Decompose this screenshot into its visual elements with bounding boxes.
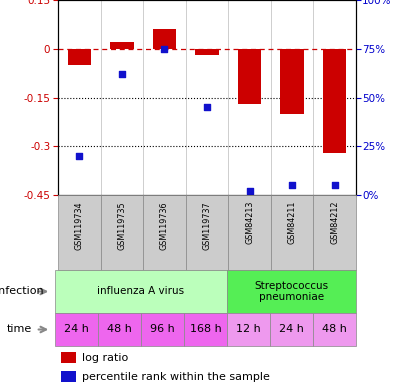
Bar — [228, 195, 271, 270]
Text: GSM119737: GSM119737 — [203, 201, 211, 250]
Bar — [61, 371, 76, 382]
Bar — [55, 313, 98, 346]
Bar — [58, 195, 101, 270]
Text: 48 h: 48 h — [322, 324, 347, 334]
Point — [289, 182, 295, 188]
Bar — [153, 29, 176, 49]
Text: 12 h: 12 h — [236, 324, 261, 334]
Text: 24 h: 24 h — [279, 324, 304, 334]
Bar — [281, 49, 304, 114]
Bar — [110, 42, 134, 49]
Bar — [238, 49, 261, 104]
Text: GSM84213: GSM84213 — [245, 201, 254, 244]
Bar — [271, 195, 314, 270]
Text: time: time — [7, 324, 32, 334]
Bar — [323, 49, 346, 153]
Text: influenza A virus: influenza A virus — [98, 286, 185, 296]
Bar — [314, 195, 356, 270]
Text: 168 h: 168 h — [189, 324, 221, 334]
Text: log ratio: log ratio — [82, 353, 128, 363]
Point — [246, 188, 253, 194]
Bar — [141, 313, 184, 346]
Text: GSM119734: GSM119734 — [75, 201, 84, 250]
Bar — [186, 195, 228, 270]
Text: 24 h: 24 h — [64, 324, 89, 334]
Point — [332, 182, 338, 188]
Bar — [195, 49, 219, 55]
Text: GSM84211: GSM84211 — [288, 201, 297, 244]
Point — [119, 71, 125, 77]
Text: GSM119735: GSM119735 — [117, 201, 126, 250]
Bar — [98, 313, 141, 346]
Bar — [313, 313, 356, 346]
Point — [204, 104, 210, 110]
Text: 48 h: 48 h — [107, 324, 132, 334]
Text: Streptococcus
pneumoniae: Streptococcus pneumoniae — [254, 281, 329, 302]
Bar — [55, 270, 227, 313]
Text: GSM84212: GSM84212 — [330, 201, 339, 245]
Text: infection: infection — [0, 286, 43, 296]
Bar — [184, 313, 227, 346]
Bar — [101, 195, 143, 270]
Bar — [270, 313, 313, 346]
Text: GSM119736: GSM119736 — [160, 201, 169, 250]
Bar — [227, 270, 356, 313]
Text: 96 h: 96 h — [150, 324, 175, 334]
Point — [76, 153, 82, 159]
Bar — [68, 49, 91, 65]
Point — [161, 46, 168, 52]
Bar — [61, 353, 76, 363]
Bar — [143, 195, 186, 270]
Bar — [227, 313, 270, 346]
Text: percentile rank within the sample: percentile rank within the sample — [82, 372, 270, 382]
